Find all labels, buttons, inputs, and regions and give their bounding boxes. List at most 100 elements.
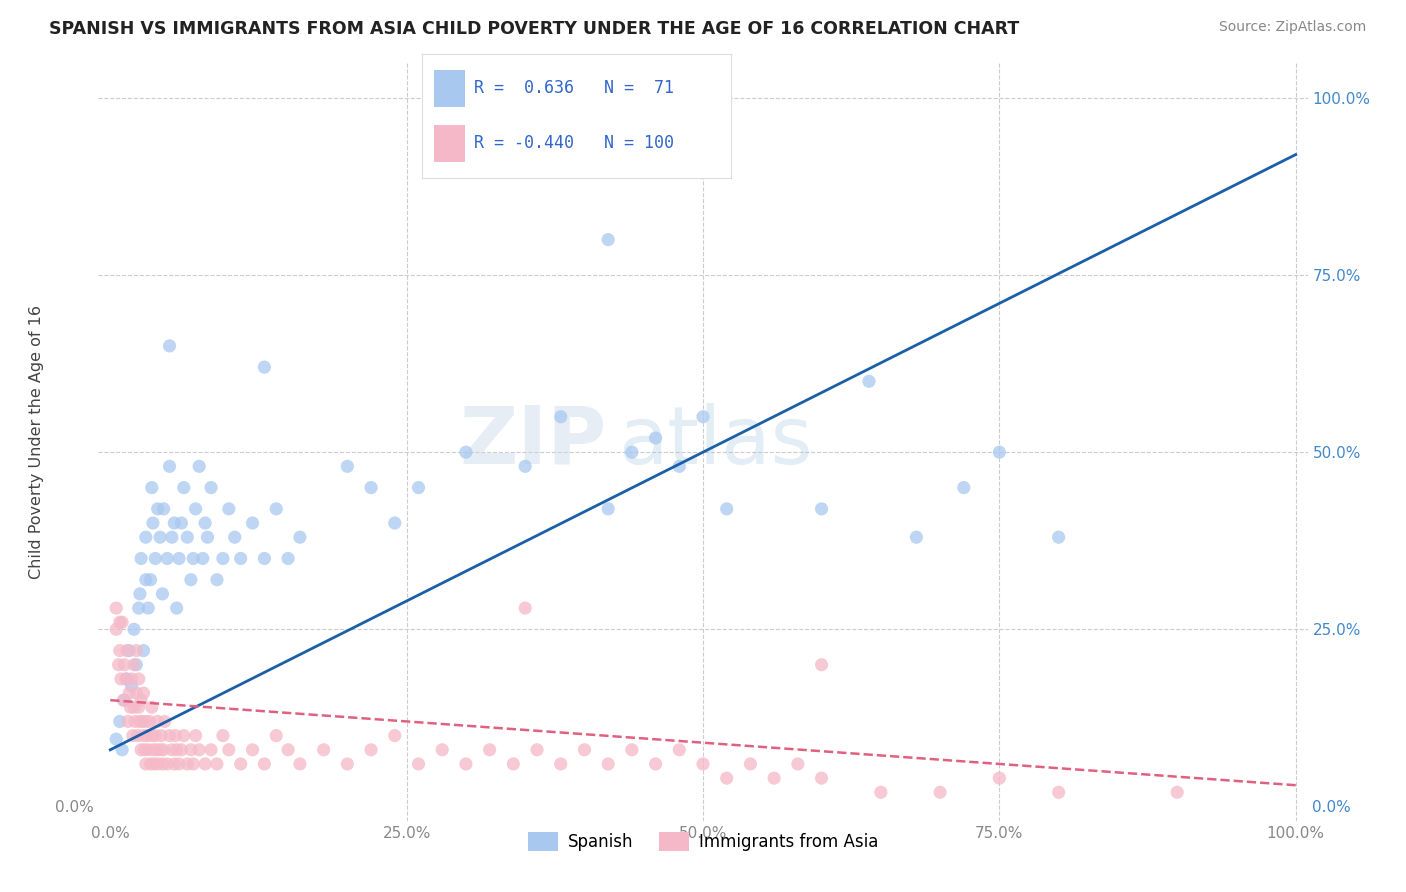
- Point: [111, 743, 134, 757]
- Point: [786, 756, 808, 771]
- Point: [135, 714, 157, 729]
- Point: [129, 743, 152, 757]
- Point: [122, 623, 145, 637]
- Point: [152, 743, 174, 757]
- Point: [242, 516, 264, 530]
- Point: [408, 756, 430, 771]
- Point: [167, 551, 190, 566]
- Point: [114, 693, 136, 707]
- Point: [141, 700, 163, 714]
- Point: [136, 601, 159, 615]
- Point: [176, 756, 198, 771]
- Point: [110, 672, 132, 686]
- Point: [125, 643, 148, 657]
- Point: [692, 409, 714, 424]
- Text: SPANISH VS IMMIGRANTS FROM ASIA CHILD POVERTY UNDER THE AGE OF 16 CORRELATION CH: SPANISH VS IMMIGRANTS FROM ASIA CHILD PO…: [49, 20, 1019, 37]
- Point: [598, 756, 620, 771]
- Point: [200, 481, 222, 495]
- Text: ZIP: ZIP: [458, 402, 606, 481]
- Point: [360, 743, 382, 757]
- Point: [620, 743, 643, 757]
- Point: [454, 756, 477, 771]
- Point: [170, 516, 193, 530]
- Bar: [434, 125, 465, 162]
- Point: [136, 729, 159, 743]
- Point: [129, 587, 152, 601]
- Point: [122, 657, 145, 672]
- Point: [205, 573, 228, 587]
- Point: [152, 587, 174, 601]
- Point: [180, 573, 202, 587]
- Point: [166, 601, 188, 615]
- Point: [1166, 785, 1188, 799]
- Point: [515, 459, 537, 474]
- Point: [114, 672, 136, 686]
- Point: [105, 732, 128, 747]
- Point: [205, 756, 228, 771]
- Point: [218, 501, 240, 516]
- Point: [598, 501, 620, 516]
- Point: [149, 530, 172, 544]
- Point: [121, 729, 143, 743]
- Point: [129, 551, 152, 566]
- Point: [858, 374, 880, 388]
- Point: [150, 729, 173, 743]
- Point: [125, 686, 148, 700]
- Point: [134, 743, 156, 757]
- Point: [163, 756, 186, 771]
- Point: [135, 756, 157, 771]
- Point: [149, 743, 172, 757]
- Point: [139, 573, 162, 587]
- Point: [229, 551, 252, 566]
- Point: [108, 714, 131, 729]
- Point: [114, 657, 136, 672]
- Point: [277, 743, 299, 757]
- Point: [200, 743, 222, 757]
- Point: [952, 481, 974, 495]
- Point: [129, 714, 152, 729]
- Point: [159, 339, 181, 353]
- Point: [716, 501, 738, 516]
- Point: [136, 743, 159, 757]
- Point: [160, 530, 183, 544]
- Point: [142, 516, 165, 530]
- Point: [156, 551, 179, 566]
- Point: [180, 743, 202, 757]
- Point: [253, 756, 276, 771]
- Point: [173, 481, 195, 495]
- Point: [181, 551, 204, 566]
- Point: [384, 516, 406, 530]
- Point: [194, 516, 217, 530]
- Point: [574, 743, 596, 757]
- Point: [115, 643, 138, 657]
- Point: [432, 743, 454, 757]
- Point: [167, 756, 190, 771]
- Point: [550, 756, 572, 771]
- Point: [166, 743, 188, 757]
- Point: [218, 743, 240, 757]
- Point: [143, 551, 166, 566]
- Point: [288, 530, 311, 544]
- Point: [869, 785, 891, 799]
- Point: [194, 756, 217, 771]
- Point: [360, 481, 382, 495]
- Point: [117, 714, 139, 729]
- Point: [135, 530, 157, 544]
- Point: [988, 445, 1011, 459]
- Point: [692, 756, 714, 771]
- Point: [288, 756, 311, 771]
- Point: [184, 501, 207, 516]
- Point: [644, 756, 666, 771]
- Point: [408, 481, 430, 495]
- Point: [105, 601, 128, 615]
- Point: [312, 743, 335, 757]
- Point: [253, 551, 276, 566]
- Point: [159, 459, 181, 474]
- Point: [146, 756, 169, 771]
- Point: [478, 743, 501, 757]
- Point: [139, 756, 162, 771]
- Point: [108, 615, 131, 630]
- Point: [128, 700, 150, 714]
- Point: [191, 551, 214, 566]
- Point: [112, 693, 135, 707]
